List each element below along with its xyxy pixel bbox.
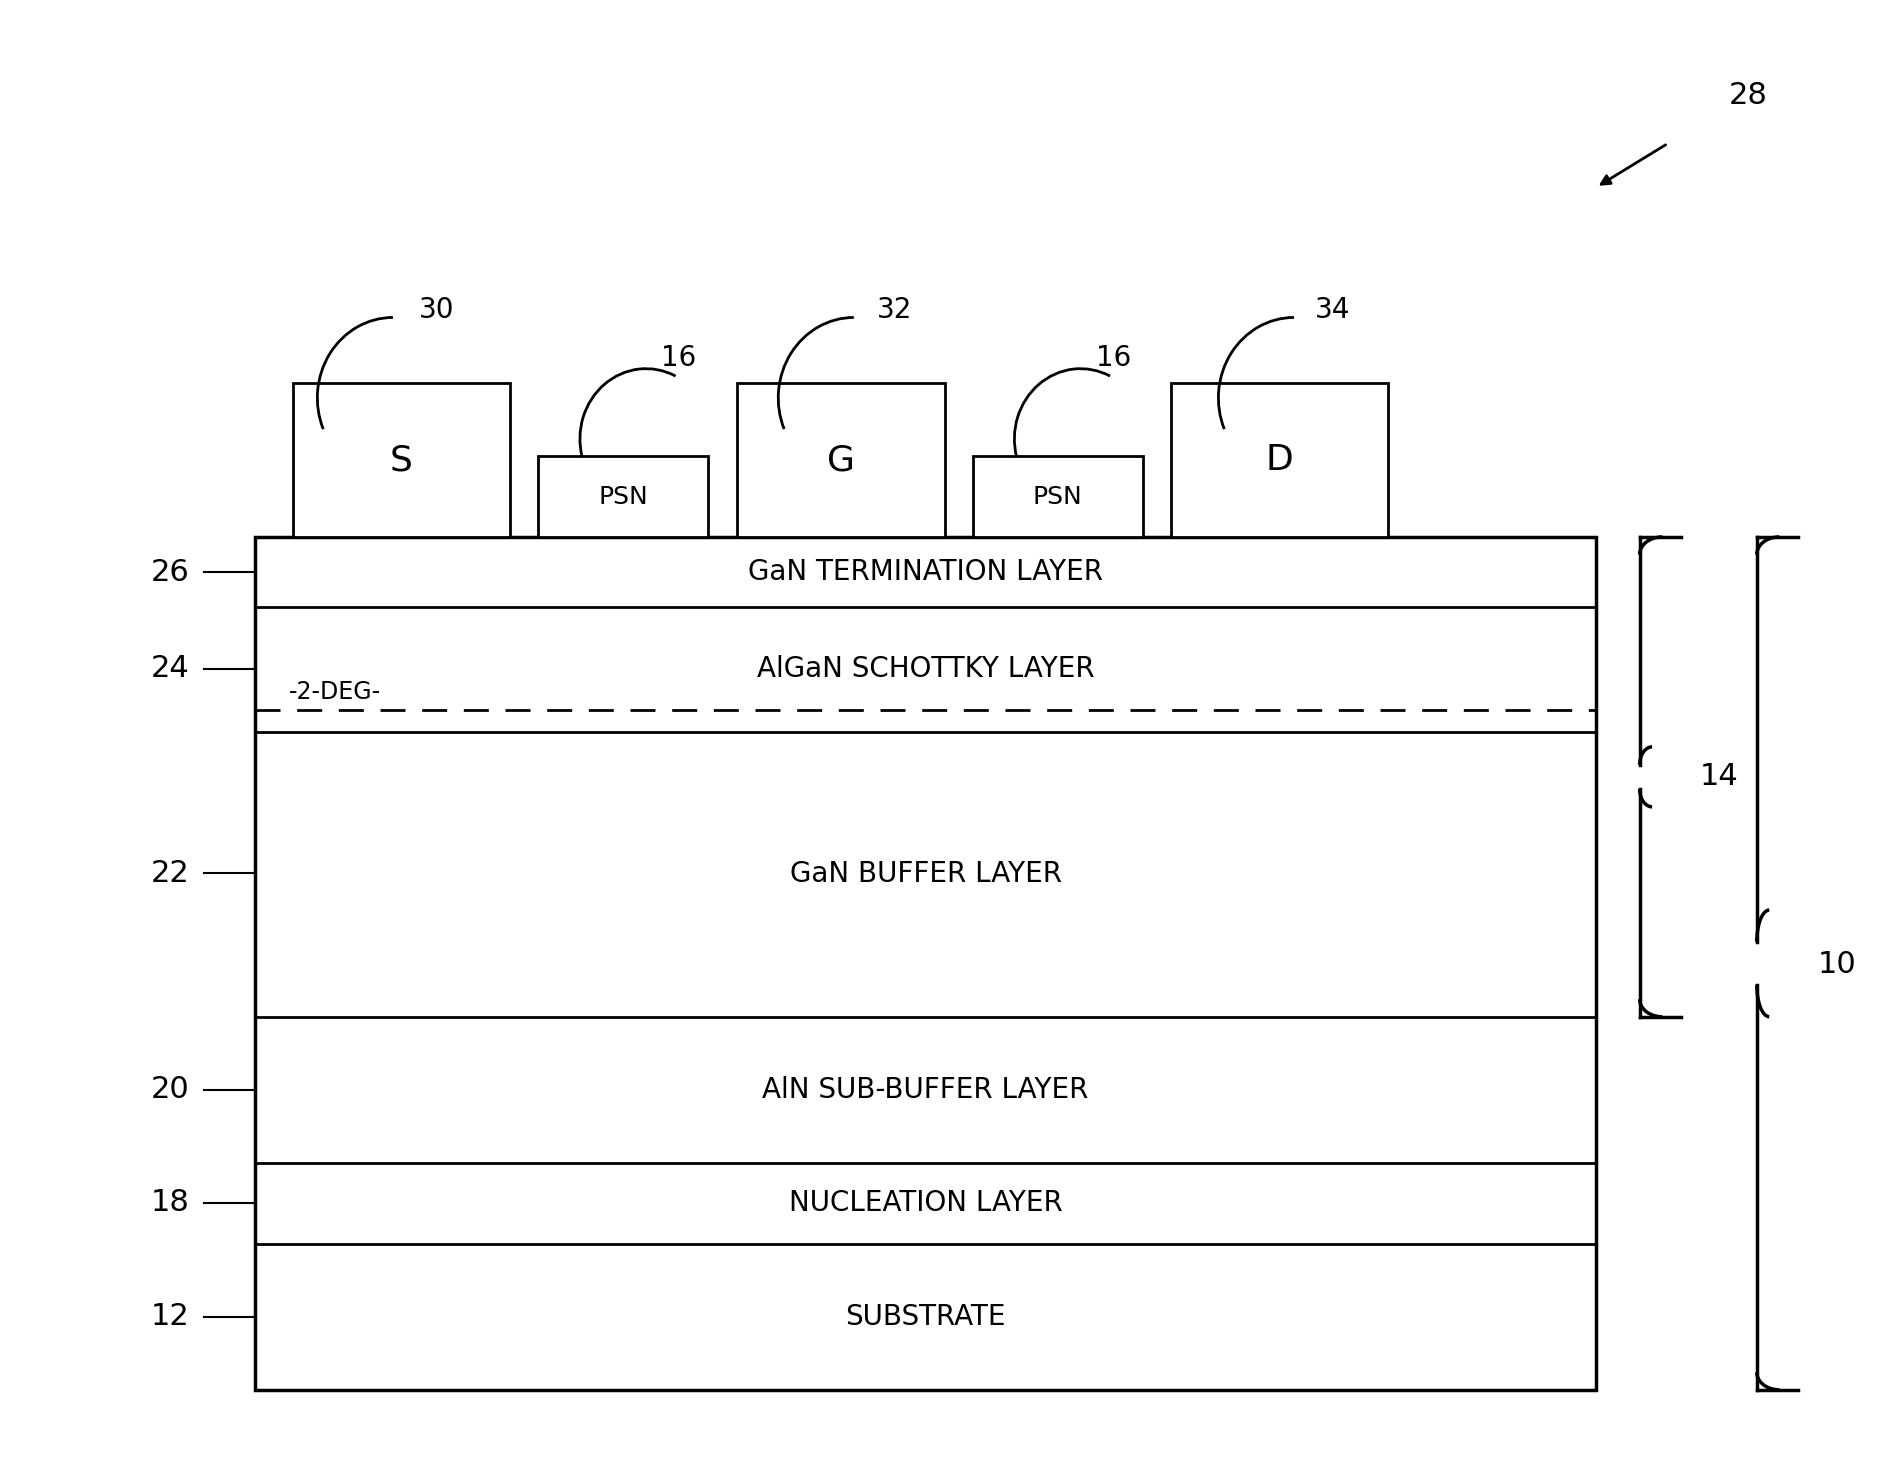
Text: 10: 10 xyxy=(1817,949,1857,979)
Bar xyxy=(255,537,1596,1390)
Bar xyxy=(293,383,510,537)
Text: AlGaN SCHOTTKY LAYER: AlGaN SCHOTTKY LAYER xyxy=(757,655,1094,683)
Text: 20: 20 xyxy=(151,1075,189,1105)
Text: GaN TERMINATION LAYER: GaN TERMINATION LAYER xyxy=(748,557,1103,587)
Bar xyxy=(1171,383,1388,537)
Text: PSN: PSN xyxy=(1033,484,1082,509)
Text: G: G xyxy=(827,443,854,477)
Text: AlN SUB-BUFFER LAYER: AlN SUB-BUFFER LAYER xyxy=(763,1075,1088,1105)
Bar xyxy=(538,456,708,537)
Bar xyxy=(737,383,944,537)
Text: 14: 14 xyxy=(1700,762,1740,791)
Text: 18: 18 xyxy=(151,1188,189,1217)
Text: 16: 16 xyxy=(661,344,697,373)
Text: 30: 30 xyxy=(419,296,455,325)
Bar xyxy=(973,456,1143,537)
Text: 34: 34 xyxy=(1315,296,1351,325)
Text: 12: 12 xyxy=(151,1302,189,1331)
Text: PSN: PSN xyxy=(599,484,648,509)
Text: 16: 16 xyxy=(1096,344,1132,373)
Text: S: S xyxy=(389,443,414,477)
Text: 28: 28 xyxy=(1728,80,1768,110)
Text: SUBSTRATE: SUBSTRATE xyxy=(846,1302,1005,1331)
Text: -2-DEG-: -2-DEG- xyxy=(289,680,382,704)
Text: 24: 24 xyxy=(151,654,189,683)
Text: GaN BUFFER LAYER: GaN BUFFER LAYER xyxy=(790,860,1062,888)
Text: D: D xyxy=(1266,443,1294,477)
Text: 26: 26 xyxy=(151,557,189,587)
Text: 32: 32 xyxy=(876,296,912,325)
Text: NUCLEATION LAYER: NUCLEATION LAYER xyxy=(790,1189,1062,1217)
Text: 22: 22 xyxy=(151,859,189,888)
